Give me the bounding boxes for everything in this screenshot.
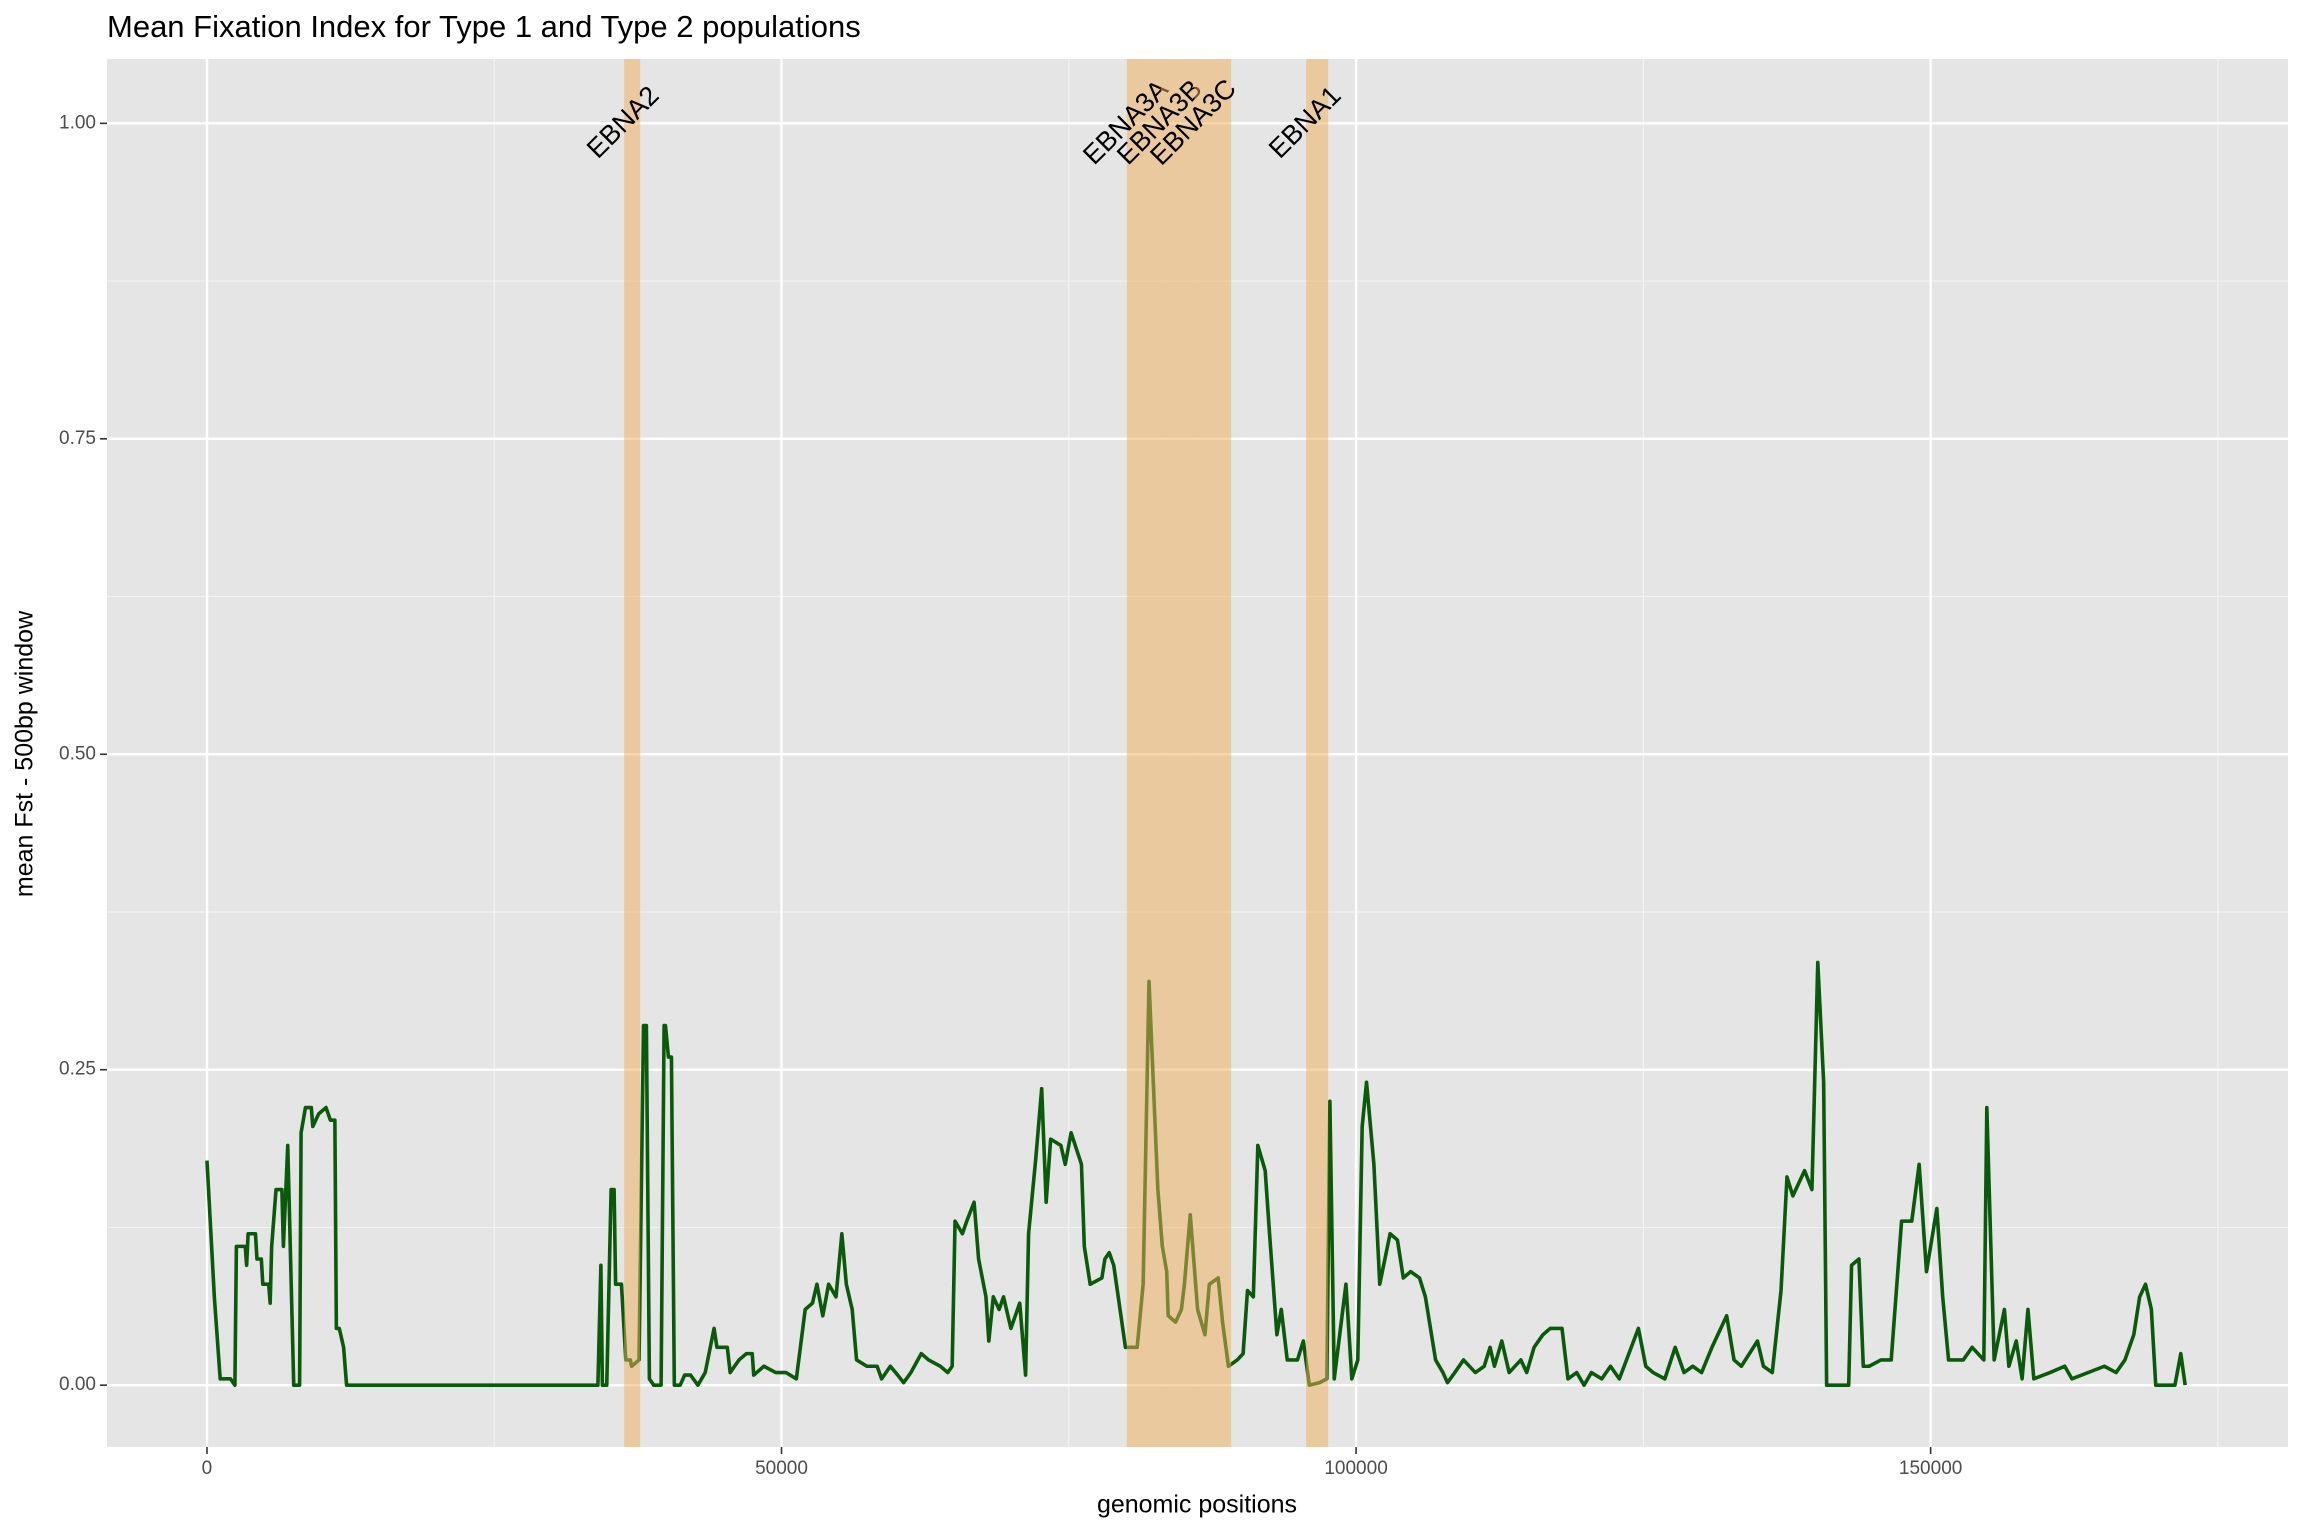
highlight-region [1306, 59, 1329, 1447]
y-tick-label: 0.00 [59, 1374, 96, 1395]
x-tick-label: 100000 [1324, 1458, 1387, 1479]
x-axis-title: genomic positions [1097, 1491, 1297, 1519]
x-tick-label: 150000 [1899, 1458, 1962, 1479]
highlight-region [1126, 59, 1161, 1447]
y-axis-title: mean Fst - 500bp window [11, 610, 39, 897]
highlight-region [1160, 59, 1195, 1447]
x-tick-label: 50000 [755, 1458, 808, 1479]
y-tick-label: 0.50 [59, 743, 96, 764]
highlight-region [1194, 59, 1232, 1447]
y-tick-label: 0.75 [59, 428, 96, 449]
chart-title: Mean Fixation Index for Type 1 and Type … [107, 9, 861, 44]
y-tick-label: 1.00 [59, 112, 96, 133]
x-tick-label: 0 [202, 1458, 213, 1479]
highlight-region [624, 59, 641, 1447]
y-tick-label: 0.25 [59, 1059, 96, 1080]
